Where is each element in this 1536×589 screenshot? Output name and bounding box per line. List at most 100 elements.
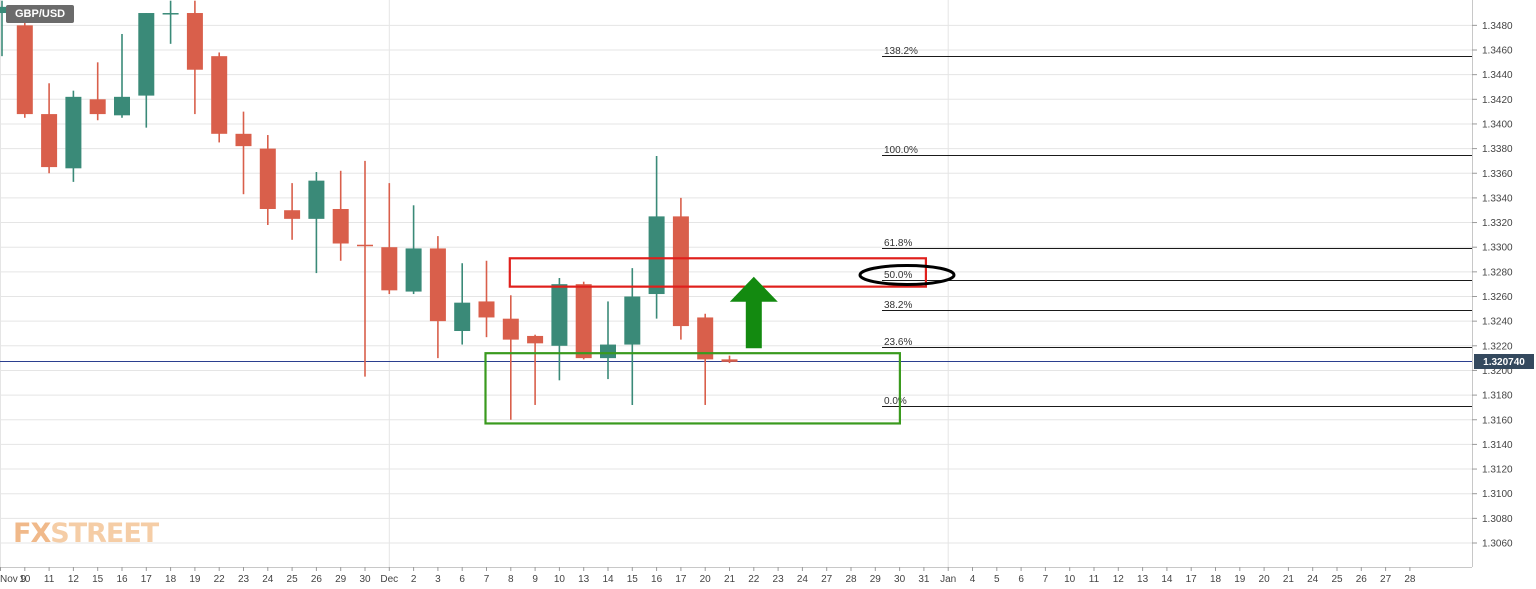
x-tick-label: 15 bbox=[92, 574, 104, 585]
x-tick-label: 19 bbox=[189, 574, 201, 585]
y-tick-label: 1.3060 bbox=[1482, 539, 1513, 550]
x-tick-label: 17 bbox=[1186, 574, 1198, 585]
x-tick-label: 11 bbox=[44, 574, 55, 585]
candle-body bbox=[138, 13, 155, 96]
plot-area bbox=[0, 0, 1472, 567]
candle-body bbox=[454, 302, 471, 332]
x-tick-label: 18 bbox=[165, 574, 177, 585]
y-tick-label: 1.3400 bbox=[1482, 119, 1513, 130]
candle-body bbox=[575, 284, 592, 359]
x-tick-label: 23 bbox=[238, 574, 250, 585]
candle-body bbox=[697, 317, 714, 360]
y-tick-label: 1.3300 bbox=[1482, 243, 1513, 254]
candle-body bbox=[648, 216, 665, 295]
x-tick-label: 24 bbox=[797, 574, 809, 585]
y-tick-label: 1.3240 bbox=[1482, 317, 1513, 328]
fxstreet-logo: FXSTREET bbox=[13, 518, 159, 549]
x-tick-label: 24 bbox=[262, 574, 274, 585]
x-tick-label: 10 bbox=[554, 574, 566, 585]
x-tick-label: 10 bbox=[1064, 574, 1076, 585]
x-tick-label: 19 bbox=[1234, 574, 1246, 585]
candle-body bbox=[502, 318, 519, 340]
x-tick-label: 20 bbox=[700, 574, 712, 585]
x-tick-label: 4 bbox=[970, 574, 976, 585]
candle bbox=[648, 155, 665, 319]
x-tick-label: 9 bbox=[532, 574, 538, 585]
fib-label: 50.0% bbox=[884, 270, 912, 281]
y-tick-label: 1.3260 bbox=[1482, 292, 1513, 303]
x-tick-label: 21 bbox=[1283, 574, 1295, 585]
candle bbox=[0, 0, 10, 57]
x-tick-label: 20 bbox=[1259, 574, 1271, 585]
x-tick-label: 12 bbox=[68, 574, 80, 585]
candles bbox=[0, 0, 738, 420]
candle bbox=[527, 334, 544, 405]
x-tick-label: 31 bbox=[918, 574, 930, 585]
candle bbox=[454, 263, 471, 345]
candle-body bbox=[721, 359, 738, 362]
y-tick-label: 1.3220 bbox=[1482, 341, 1513, 352]
candle bbox=[284, 183, 301, 240]
x-tick-label: 13 bbox=[1137, 574, 1149, 585]
x-tick-label: 7 bbox=[1043, 574, 1049, 585]
x-tick-label: 16 bbox=[116, 574, 128, 585]
x-tick-label: 26 bbox=[1356, 574, 1368, 585]
y-tick-label: 1.3120 bbox=[1482, 465, 1513, 476]
candle-body bbox=[429, 248, 446, 322]
candle-body bbox=[478, 301, 495, 318]
x-tick-label: Nov 9 bbox=[0, 574, 27, 585]
candle bbox=[502, 295, 519, 420]
candle-body bbox=[162, 13, 179, 15]
x-tick-label: 28 bbox=[1404, 574, 1416, 585]
candle bbox=[478, 260, 495, 338]
candle bbox=[308, 172, 325, 274]
candle-body bbox=[211, 56, 228, 134]
x-tick-label: 16 bbox=[651, 574, 663, 585]
candle-body bbox=[357, 244, 373, 247]
candle-body bbox=[89, 99, 106, 115]
candle bbox=[41, 83, 58, 174]
y-tick-label: 1.3140 bbox=[1482, 440, 1513, 451]
x-tick-label: 13 bbox=[578, 574, 590, 585]
fib-label: 38.2% bbox=[884, 300, 912, 311]
y-tick-label: 1.3080 bbox=[1482, 514, 1513, 525]
candle bbox=[162, 0, 179, 44]
candle bbox=[721, 355, 738, 364]
candle bbox=[65, 90, 82, 182]
candle-body bbox=[284, 210, 301, 219]
fib-label: 0.0% bbox=[884, 396, 907, 407]
x-tick-label: 2 bbox=[411, 574, 417, 585]
x-tick-label: 6 bbox=[1018, 574, 1024, 585]
candle-body bbox=[672, 216, 689, 327]
candle bbox=[672, 197, 689, 340]
x-tick-label: 29 bbox=[335, 574, 347, 585]
up-arrow bbox=[729, 276, 778, 349]
support-zone-box bbox=[484, 352, 901, 425]
y-tick-label: 1.3320 bbox=[1482, 218, 1513, 229]
price-badge-label: 1.320740 bbox=[1483, 357, 1525, 368]
fib-50-highlight-ellipse bbox=[858, 263, 956, 286]
y-tick-label: 1.3160 bbox=[1482, 415, 1513, 426]
candle-body bbox=[41, 114, 58, 168]
candle bbox=[551, 278, 568, 381]
x-tick-labels: Nov 910 11 12 15 16 17 18 19 22 23 24 25 26 29 30 Dec 2 3… bbox=[0, 567, 1416, 585]
y-tick-label: 1.3280 bbox=[1482, 267, 1513, 278]
x-tick-label: 14 bbox=[602, 574, 614, 585]
candle bbox=[624, 268, 641, 405]
candle bbox=[235, 111, 252, 195]
symbol-label: GBP/USD bbox=[6, 5, 75, 23]
fib-label: 138.2% bbox=[884, 46, 918, 57]
candle-body bbox=[0, 6, 10, 14]
candle bbox=[381, 183, 398, 295]
x-tick-label: 3 bbox=[435, 574, 441, 585]
candle-body bbox=[235, 133, 252, 147]
x-tick-label: 7 bbox=[484, 574, 490, 585]
x-tick-label: 22 bbox=[748, 574, 760, 585]
x-tick-label: 11 bbox=[1089, 574, 1100, 585]
candle-body bbox=[16, 25, 33, 115]
x-tick-label: 17 bbox=[675, 574, 687, 585]
x-tick-label: 28 bbox=[845, 574, 857, 585]
candle-body bbox=[527, 335, 544, 344]
